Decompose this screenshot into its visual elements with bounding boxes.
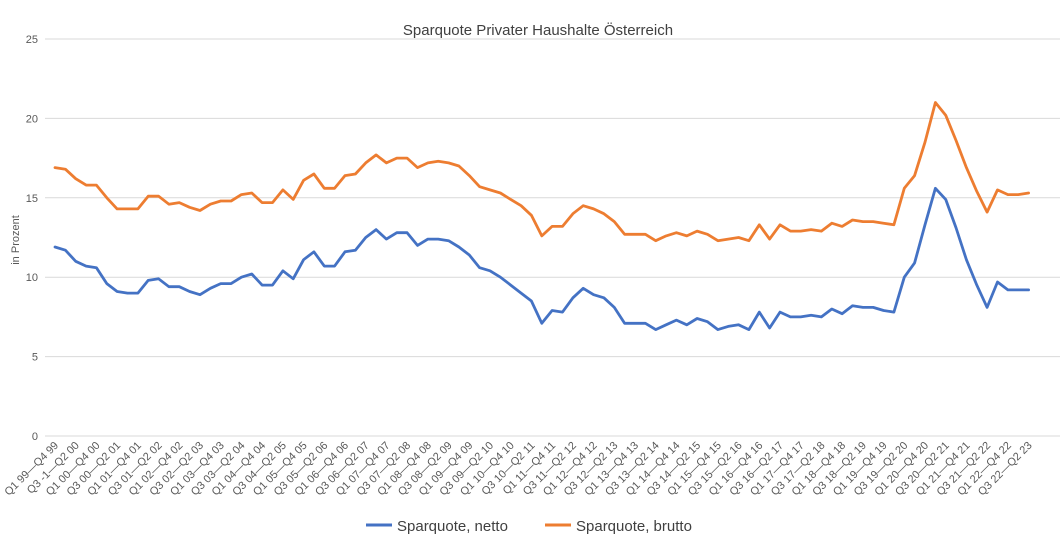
legend: Sparquote, netto Sparquote, brutto	[366, 518, 692, 535]
y-axis-label: in Prozent	[10, 215, 22, 265]
y-tick-label: 10	[26, 272, 38, 284]
legend-label-brutto: Sparquote, brutto	[576, 518, 692, 535]
y-tick-label: 5	[32, 352, 38, 364]
y-tick-label: 20	[26, 113, 38, 125]
series-line-brutto	[53, 101, 1030, 243]
y-tick-label: 25	[26, 34, 38, 46]
chart-title: Sparquote Privater Haushalte Österreich	[403, 21, 673, 39]
y-tick-label: 0	[32, 431, 38, 443]
y-tick-label: 15	[26, 193, 38, 205]
legend-label-netto: Sparquote, netto	[397, 518, 508, 535]
series-line-netto	[53, 186, 1030, 332]
